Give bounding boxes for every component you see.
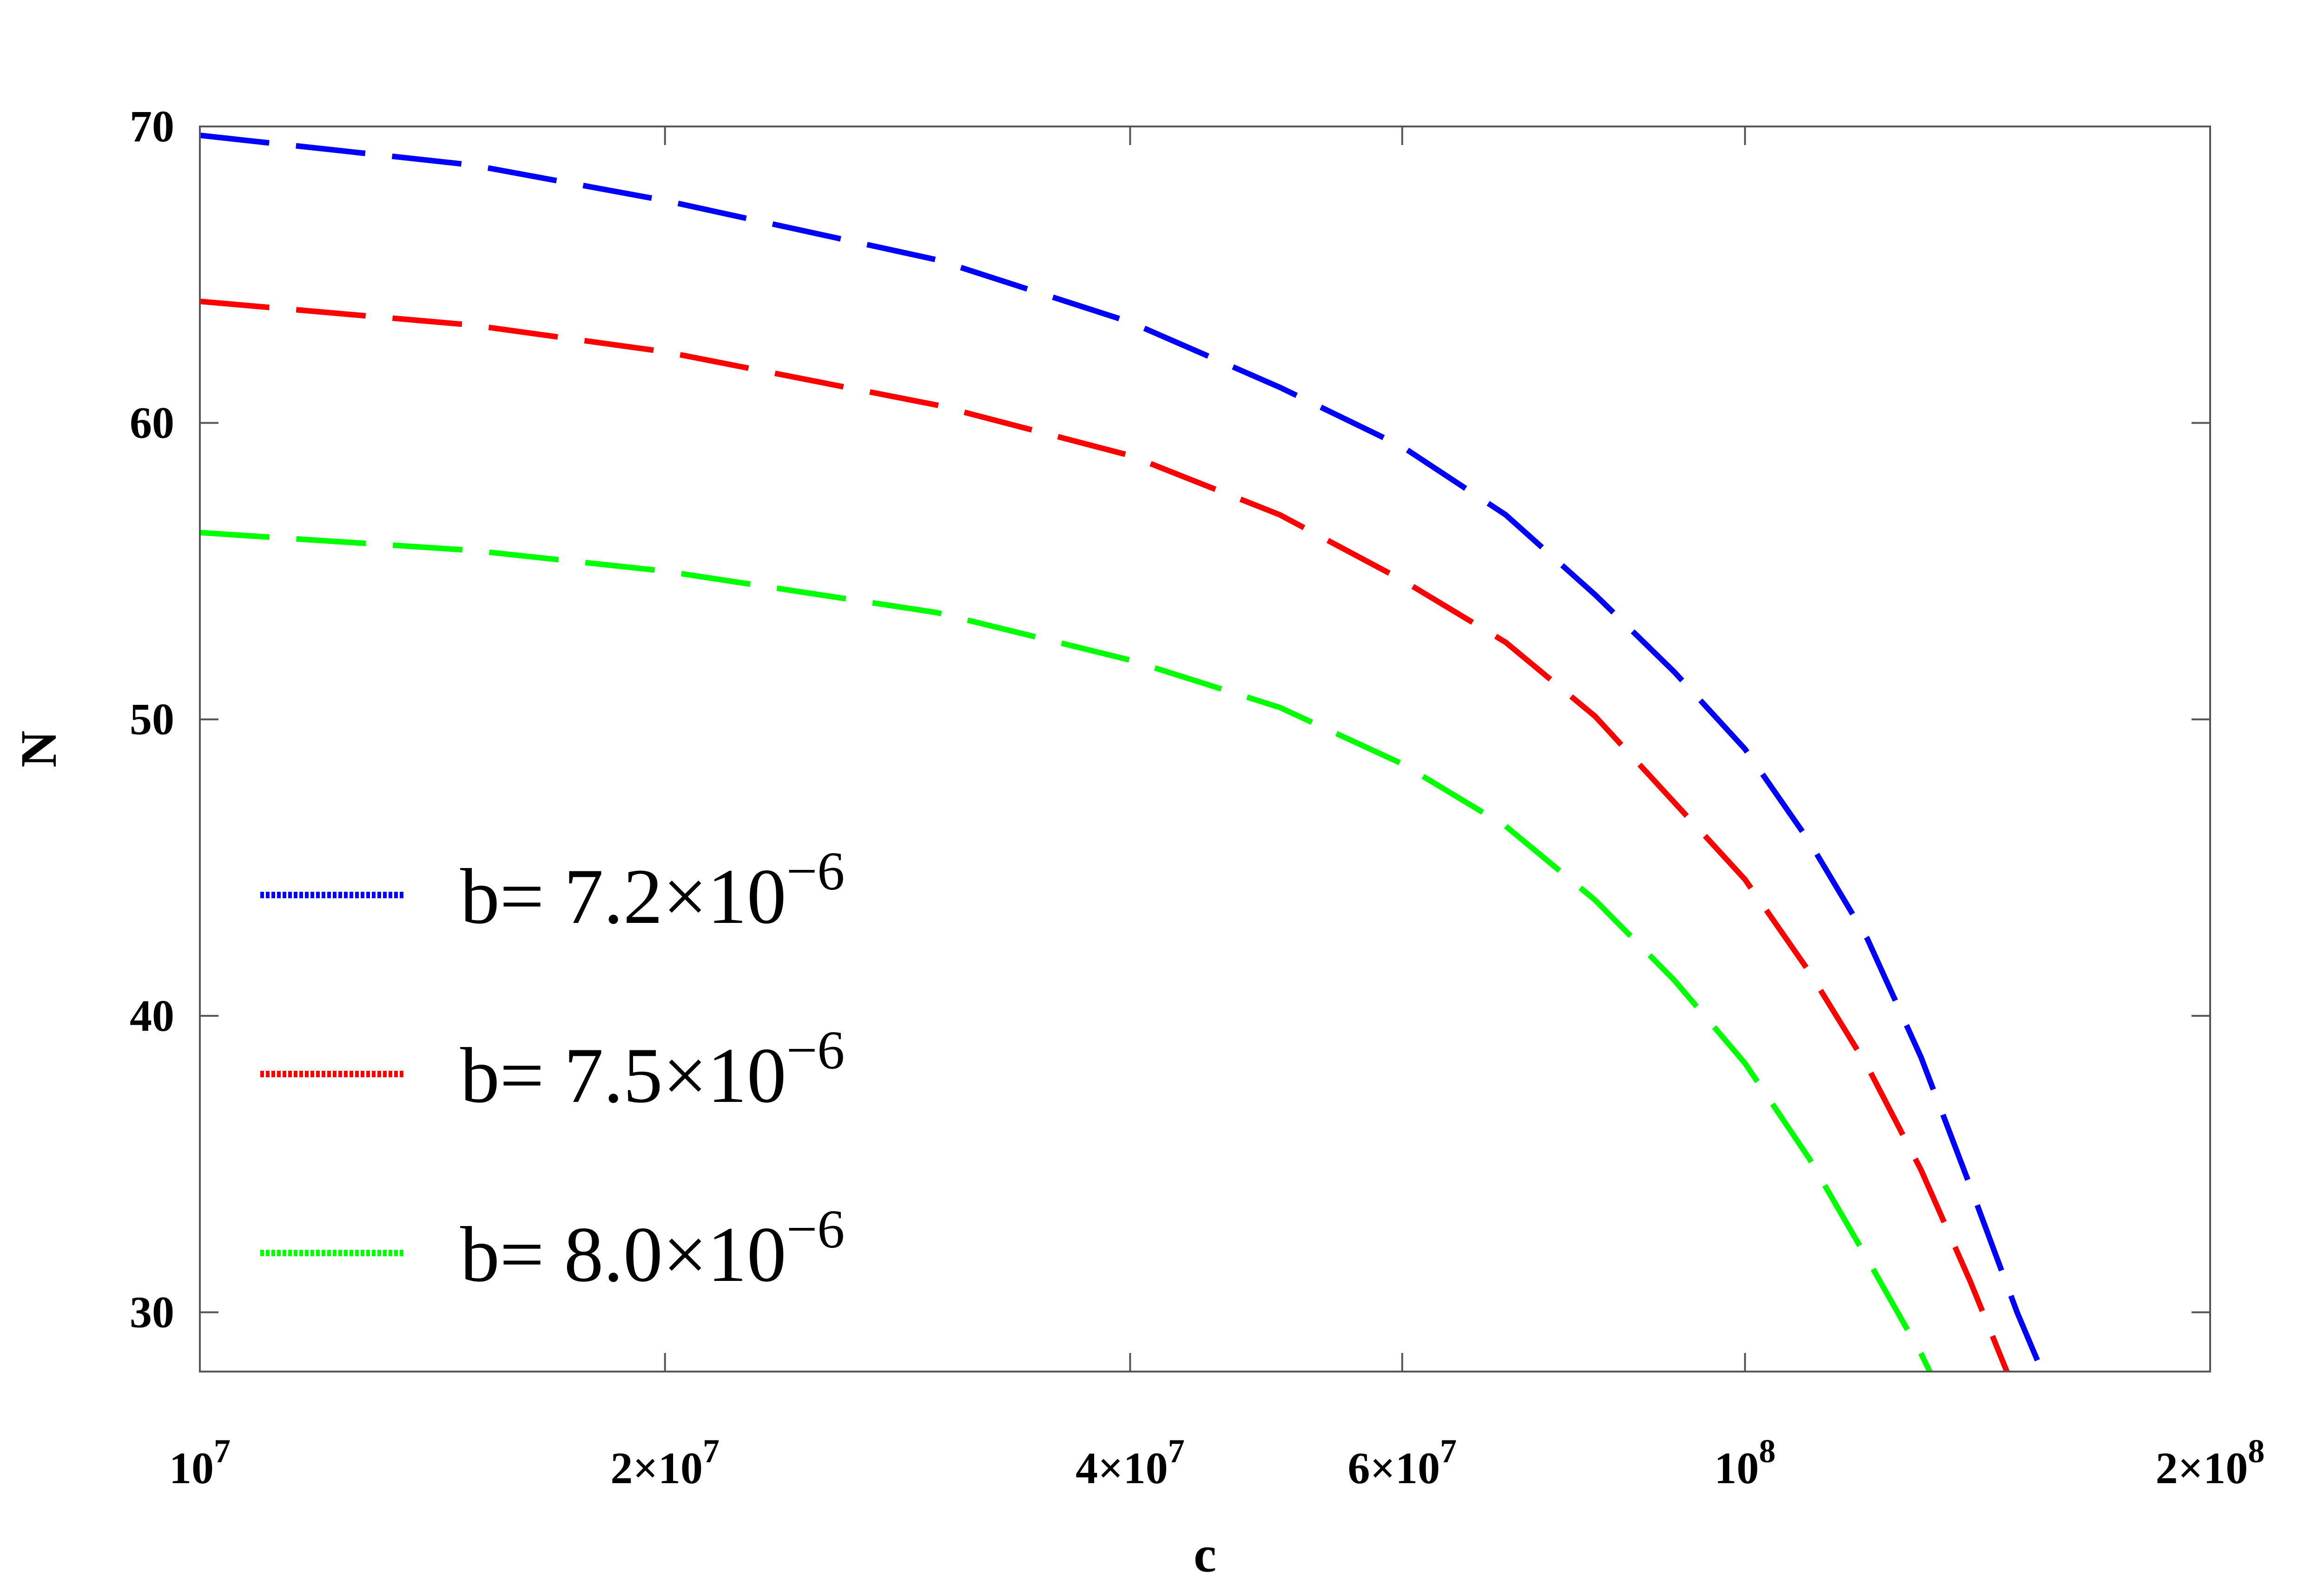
x-tick-label: 108 bbox=[1714, 1432, 1776, 1493]
series-layer bbox=[200, 133, 2046, 1372]
x-tick-label: 4×107 bbox=[1076, 1432, 1185, 1493]
series-line-3 bbox=[200, 530, 1933, 1372]
x-tick-label: 107 bbox=[169, 1432, 231, 1493]
x-tick-label: 2×107 bbox=[610, 1432, 720, 1493]
y-tick-label: 40 bbox=[130, 991, 174, 1041]
x-tick-label: 2×108 bbox=[2156, 1432, 2265, 1493]
legend-label-2: b= 7.5×10−6 bbox=[460, 1020, 845, 1119]
plot-frame bbox=[199, 126, 2211, 1372]
legend-label-1: b= 7.2×10−6 bbox=[460, 841, 845, 940]
legend: b= 7.2×10−6 b= 7.5×10−6 b= 8.0×10−6 bbox=[260, 841, 845, 1298]
x-tick-label: 6×107 bbox=[1347, 1432, 1457, 1493]
x-axis-label: c bbox=[1194, 1526, 1216, 1578]
series-line-1 bbox=[200, 133, 2046, 1372]
tick-layer: 30 40 50 60 70 107 2×107 4×107 6×107 108 2×108 bbox=[130, 101, 2265, 1493]
legend-label-3: b= 8.0×10−6 bbox=[460, 1199, 845, 1298]
series-line-2 bbox=[200, 298, 2010, 1372]
y-tick-label: 50 bbox=[130, 694, 174, 744]
y-tick-label: 60 bbox=[130, 398, 174, 448]
y-tick-label: 30 bbox=[130, 1287, 174, 1337]
y-axis-label: N bbox=[10, 730, 67, 767]
y-tick-label: 70 bbox=[130, 101, 174, 151]
